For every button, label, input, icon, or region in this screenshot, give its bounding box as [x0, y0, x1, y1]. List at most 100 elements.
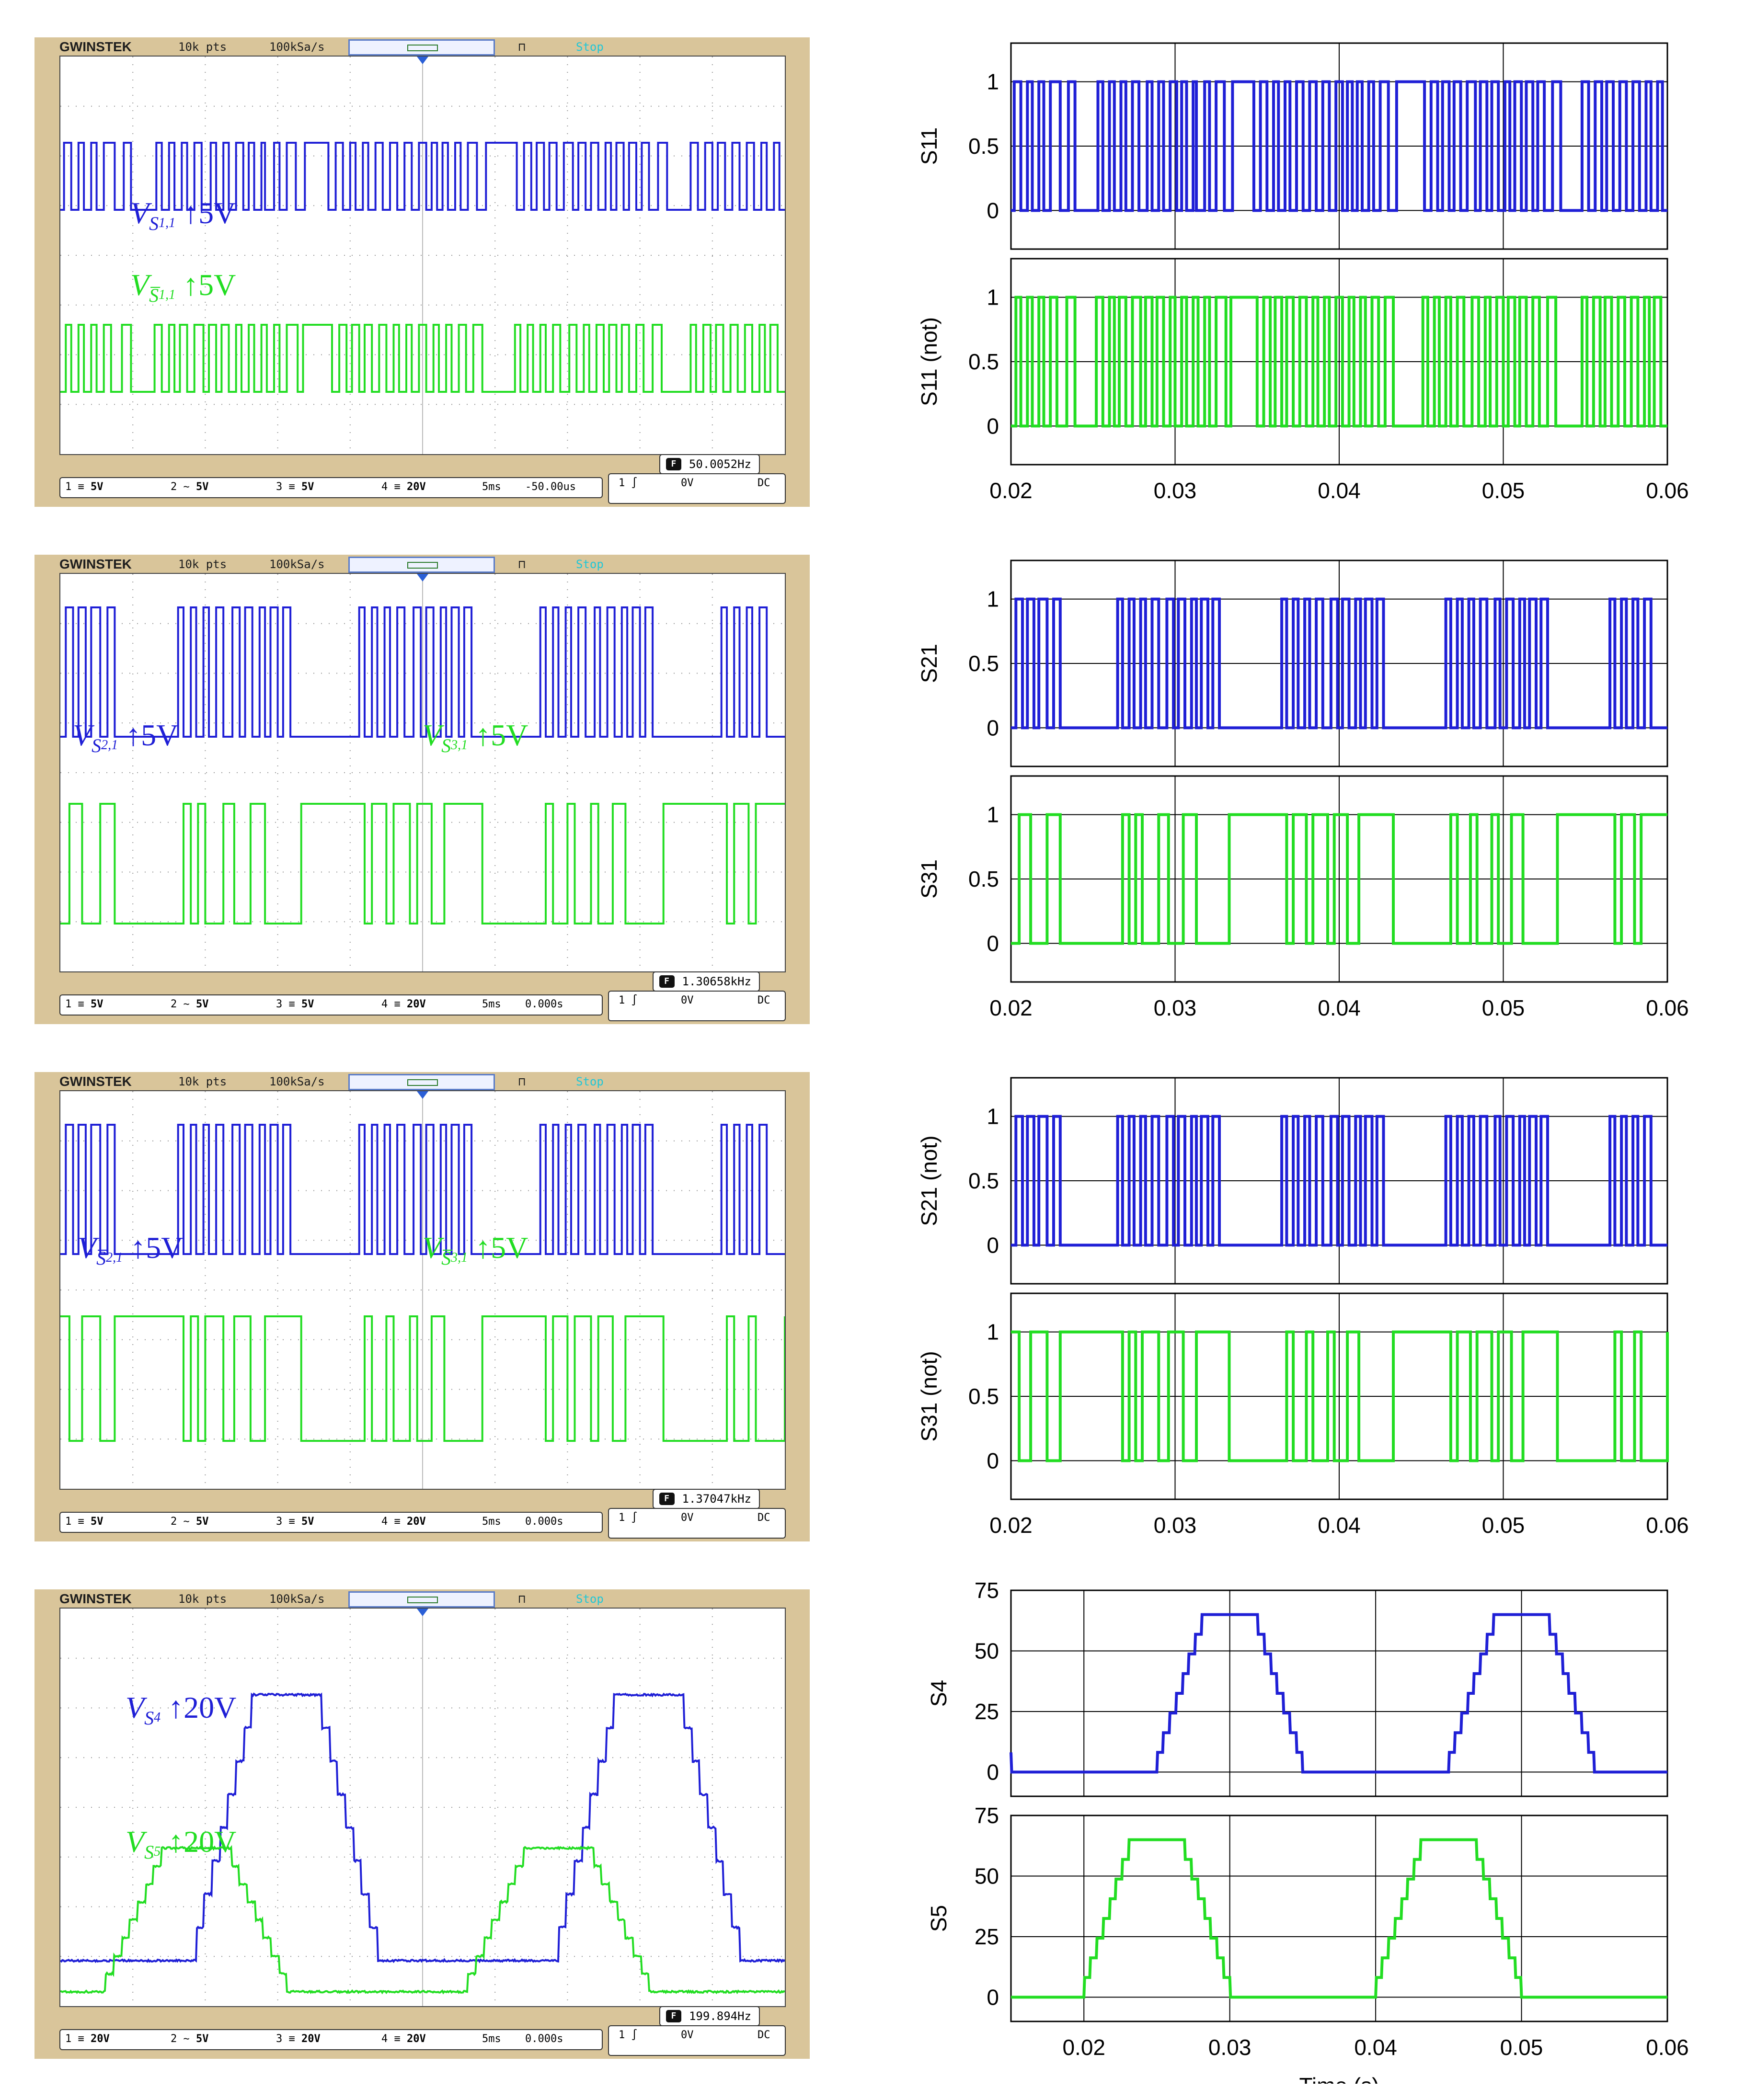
- trigger-coupling: DC: [758, 994, 770, 1006]
- y-tick-label: 0: [987, 931, 999, 956]
- y-tick-label: 75: [975, 1803, 999, 1828]
- scope-footer: F 1.37047kHz 1 ≡ 5V 2 ∼ 5V 3 ≡ 5V 4 ≡ 20V…: [59, 1489, 784, 1537]
- y-tick-label: 1: [987, 1320, 999, 1345]
- chart-panel-s21: 1 0.5 0 S21: [917, 560, 1667, 766]
- y-tick-label: 0: [987, 1759, 999, 1784]
- y-tick-label: 0.5: [968, 1384, 999, 1409]
- ch2-scale: 2 ∼ 5V: [171, 2033, 208, 2045]
- x-tick-label: 0.06: [1646, 995, 1689, 1020]
- trigger-slope-icon: 1 ∫: [619, 1512, 638, 1524]
- run-state: Stop: [576, 40, 604, 54]
- ch4-scale: 4 ≡ 20V: [381, 2033, 426, 2045]
- x-tick-label: 0.06: [1646, 1513, 1689, 1538]
- y-axis-label: S21: [917, 644, 941, 683]
- label-vs11-bar: VS̅1,1 ↑5V: [130, 267, 236, 307]
- y-tick-label: 0: [987, 1448, 999, 1473]
- ch4-scale: 4 ≡ 20V: [381, 1516, 426, 1528]
- trigger-slope-icon: 1 ∫: [619, 994, 638, 1006]
- ch1-scale: 1 ≡ 5V: [65, 481, 103, 493]
- channel-bar: 1 ≡ 20V 2 ∼ 5V 3 ≡ 20V 4 ≡ 20V 5ms 0.000…: [59, 2029, 603, 2050]
- label-vs4: VS4 ↑20V: [126, 1690, 236, 1729]
- scope-brand: GWINSTEK: [59, 1074, 132, 1089]
- run-icon: ⊓: [518, 40, 525, 54]
- trigger-coupling: DC: [758, 2029, 770, 2041]
- x-tick-label: 0.02: [1062, 2035, 1105, 2060]
- y-tick-label: 0.5: [968, 651, 999, 676]
- trigger-bar: 1 ∫ 0V DC: [608, 473, 786, 504]
- y-axis-label: S4: [926, 1680, 951, 1707]
- y-tick-label: 0: [987, 715, 999, 740]
- trigger-slope-icon: 1 ∫: [619, 477, 638, 489]
- x-axis-label: Time (s): [1299, 2073, 1379, 2084]
- y-axis-label: S21 (not): [917, 1135, 941, 1226]
- scope-rate: 100kSa/s: [269, 40, 325, 54]
- chart-panel-s21-not-: 1 0.5 0 S21 (not): [917, 1078, 1667, 1284]
- trigger-bar: 1 ∫ 0V DC: [608, 1508, 786, 1539]
- scope-screen: 1: [59, 1090, 786, 1490]
- scope-screen: 1: [59, 56, 786, 455]
- trigger-bar: 1 ∫ 0V DC: [608, 991, 786, 1021]
- scope-brand: GWINSTEK: [59, 1591, 132, 1607]
- trigger-marker-icon: [417, 57, 428, 64]
- x-tick-label: 0.04: [1318, 478, 1361, 503]
- trigger-coupling: DC: [758, 1512, 770, 1524]
- scope-points: 10k pts: [178, 1075, 227, 1088]
- x-tick-label: 0.02: [989, 995, 1033, 1020]
- ch2-scale: 2 ∼ 5V: [171, 1516, 208, 1528]
- x-tick-label: 0.03: [1208, 2035, 1251, 2060]
- scope-footer: F 199.894Hz 1 ≡ 20V 2 ∼ 5V 3 ≡ 20V 4 ≡ 20…: [59, 2006, 784, 2054]
- run-state: Stop: [576, 1592, 604, 1606]
- x-tick-label: 0.06: [1646, 478, 1689, 503]
- y-axis-label: S11 (not): [917, 317, 941, 406]
- y-tick-label: 0.5: [968, 1168, 999, 1193]
- ch3-scale: 3 ≡ 5V: [276, 481, 314, 493]
- sim-chart-1: 1 0.5 0 S11 1 0.5 0 S11 (not) 0.02 0.03 0.04 0.05 0.…: [901, 29, 1725, 513]
- trigger-level: 0V: [681, 1512, 694, 1524]
- ch4-scale: 4 ≡ 20V: [381, 998, 426, 1010]
- scope-header: GWINSTEK 10k pts 100kSa/s ⊓ Stop: [34, 37, 810, 56]
- time-scale: 5ms: [482, 998, 501, 1010]
- y-tick-label: 1: [987, 1104, 999, 1129]
- chart-panel-s31-not-: 1 0.5 0 S31 (not): [917, 1293, 1667, 1499]
- scope-panel-1: GWINSTEK 10k pts 100kSa/s ⊓ Stop 1 F50.0…: [34, 37, 810, 507]
- run-state: Stop: [576, 558, 604, 571]
- y-tick-label: 25: [975, 1924, 999, 1949]
- channel-bar: 1 ≡ 5V 2 ∼ 5V 3 ≡ 5V 4 ≡ 20V 5ms 0.000s: [59, 994, 603, 1016]
- time-scale: 5ms: [482, 1516, 501, 1528]
- frequency-readout: F 199.894Hz: [659, 2006, 760, 2026]
- trigger-position-box: [348, 557, 495, 573]
- run-icon: ⊓: [518, 1075, 525, 1088]
- y-axis-label: S11: [917, 127, 941, 165]
- time-offset: 0.000s: [525, 1516, 563, 1528]
- scope-rate: 100kSa/s: [269, 1075, 325, 1088]
- x-tick-label: 0.03: [1154, 1513, 1197, 1538]
- y-tick-label: 0: [987, 1233, 999, 1257]
- x-tick-label: 0.02: [989, 1513, 1033, 1538]
- frequency-icon: F: [666, 2010, 681, 2022]
- scope-footer: F 1.30658kHz 1 ≡ 5V 2 ∼ 5V 3 ≡ 5V 4 ≡ 20V…: [59, 971, 784, 1019]
- label-vs5: VS5 ↑20V: [126, 1824, 236, 1863]
- y-axis-label: S31 (not): [917, 1351, 941, 1441]
- y-tick-label: 25: [975, 1699, 999, 1724]
- frequency-readout: F 1.37047kHz: [653, 1489, 760, 1509]
- x-tick-label: 0.03: [1154, 995, 1197, 1020]
- scope-rate: 100kSa/s: [269, 1592, 325, 1606]
- label-vs21: VS2,1 ↑5V: [73, 718, 178, 757]
- trigger-marker-icon: [417, 574, 428, 582]
- scope-header: GWINSTEK 10k pts 100kSa/s ⊓ Stop: [34, 1072, 810, 1090]
- chart-panel-s11-not-: 10.50S11 (not): [917, 259, 1667, 465]
- scope-footer: F 50.0052Hz 1 ≡ 5V 2 ∼ 5V 3 ≡ 5V 4 ≡ 20V …: [59, 454, 784, 502]
- time-scale: 5ms: [482, 2033, 501, 2045]
- label-vs21-bar: VS̅2,1 ↑5V: [78, 1230, 183, 1269]
- chart-panel-s31: 1 0.5 0 S31: [917, 776, 1667, 982]
- sim-chart-3: 1 0.5 0 S21 (not) 1 0.5 0 S31 (not) 0.02 0.03 0.04…: [901, 1063, 1725, 1547]
- x-tick-label: 0.04: [1318, 1513, 1361, 1538]
- ch3-scale: 3 ≡ 5V: [276, 1516, 314, 1528]
- y-tick-label: 1: [987, 802, 999, 827]
- scope-panel-4: GWINSTEK 10k pts 100kSa/s ⊓ Stop 1 F199.…: [34, 1589, 810, 2059]
- ch1-scale: 1 ≡ 5V: [65, 1516, 103, 1528]
- trigger-position-box: [348, 39, 495, 56]
- run-icon: ⊓: [518, 558, 525, 571]
- ch1-scale: 1 ≡ 20V: [65, 2033, 110, 2045]
- y-tick-label: 1: [987, 69, 999, 94]
